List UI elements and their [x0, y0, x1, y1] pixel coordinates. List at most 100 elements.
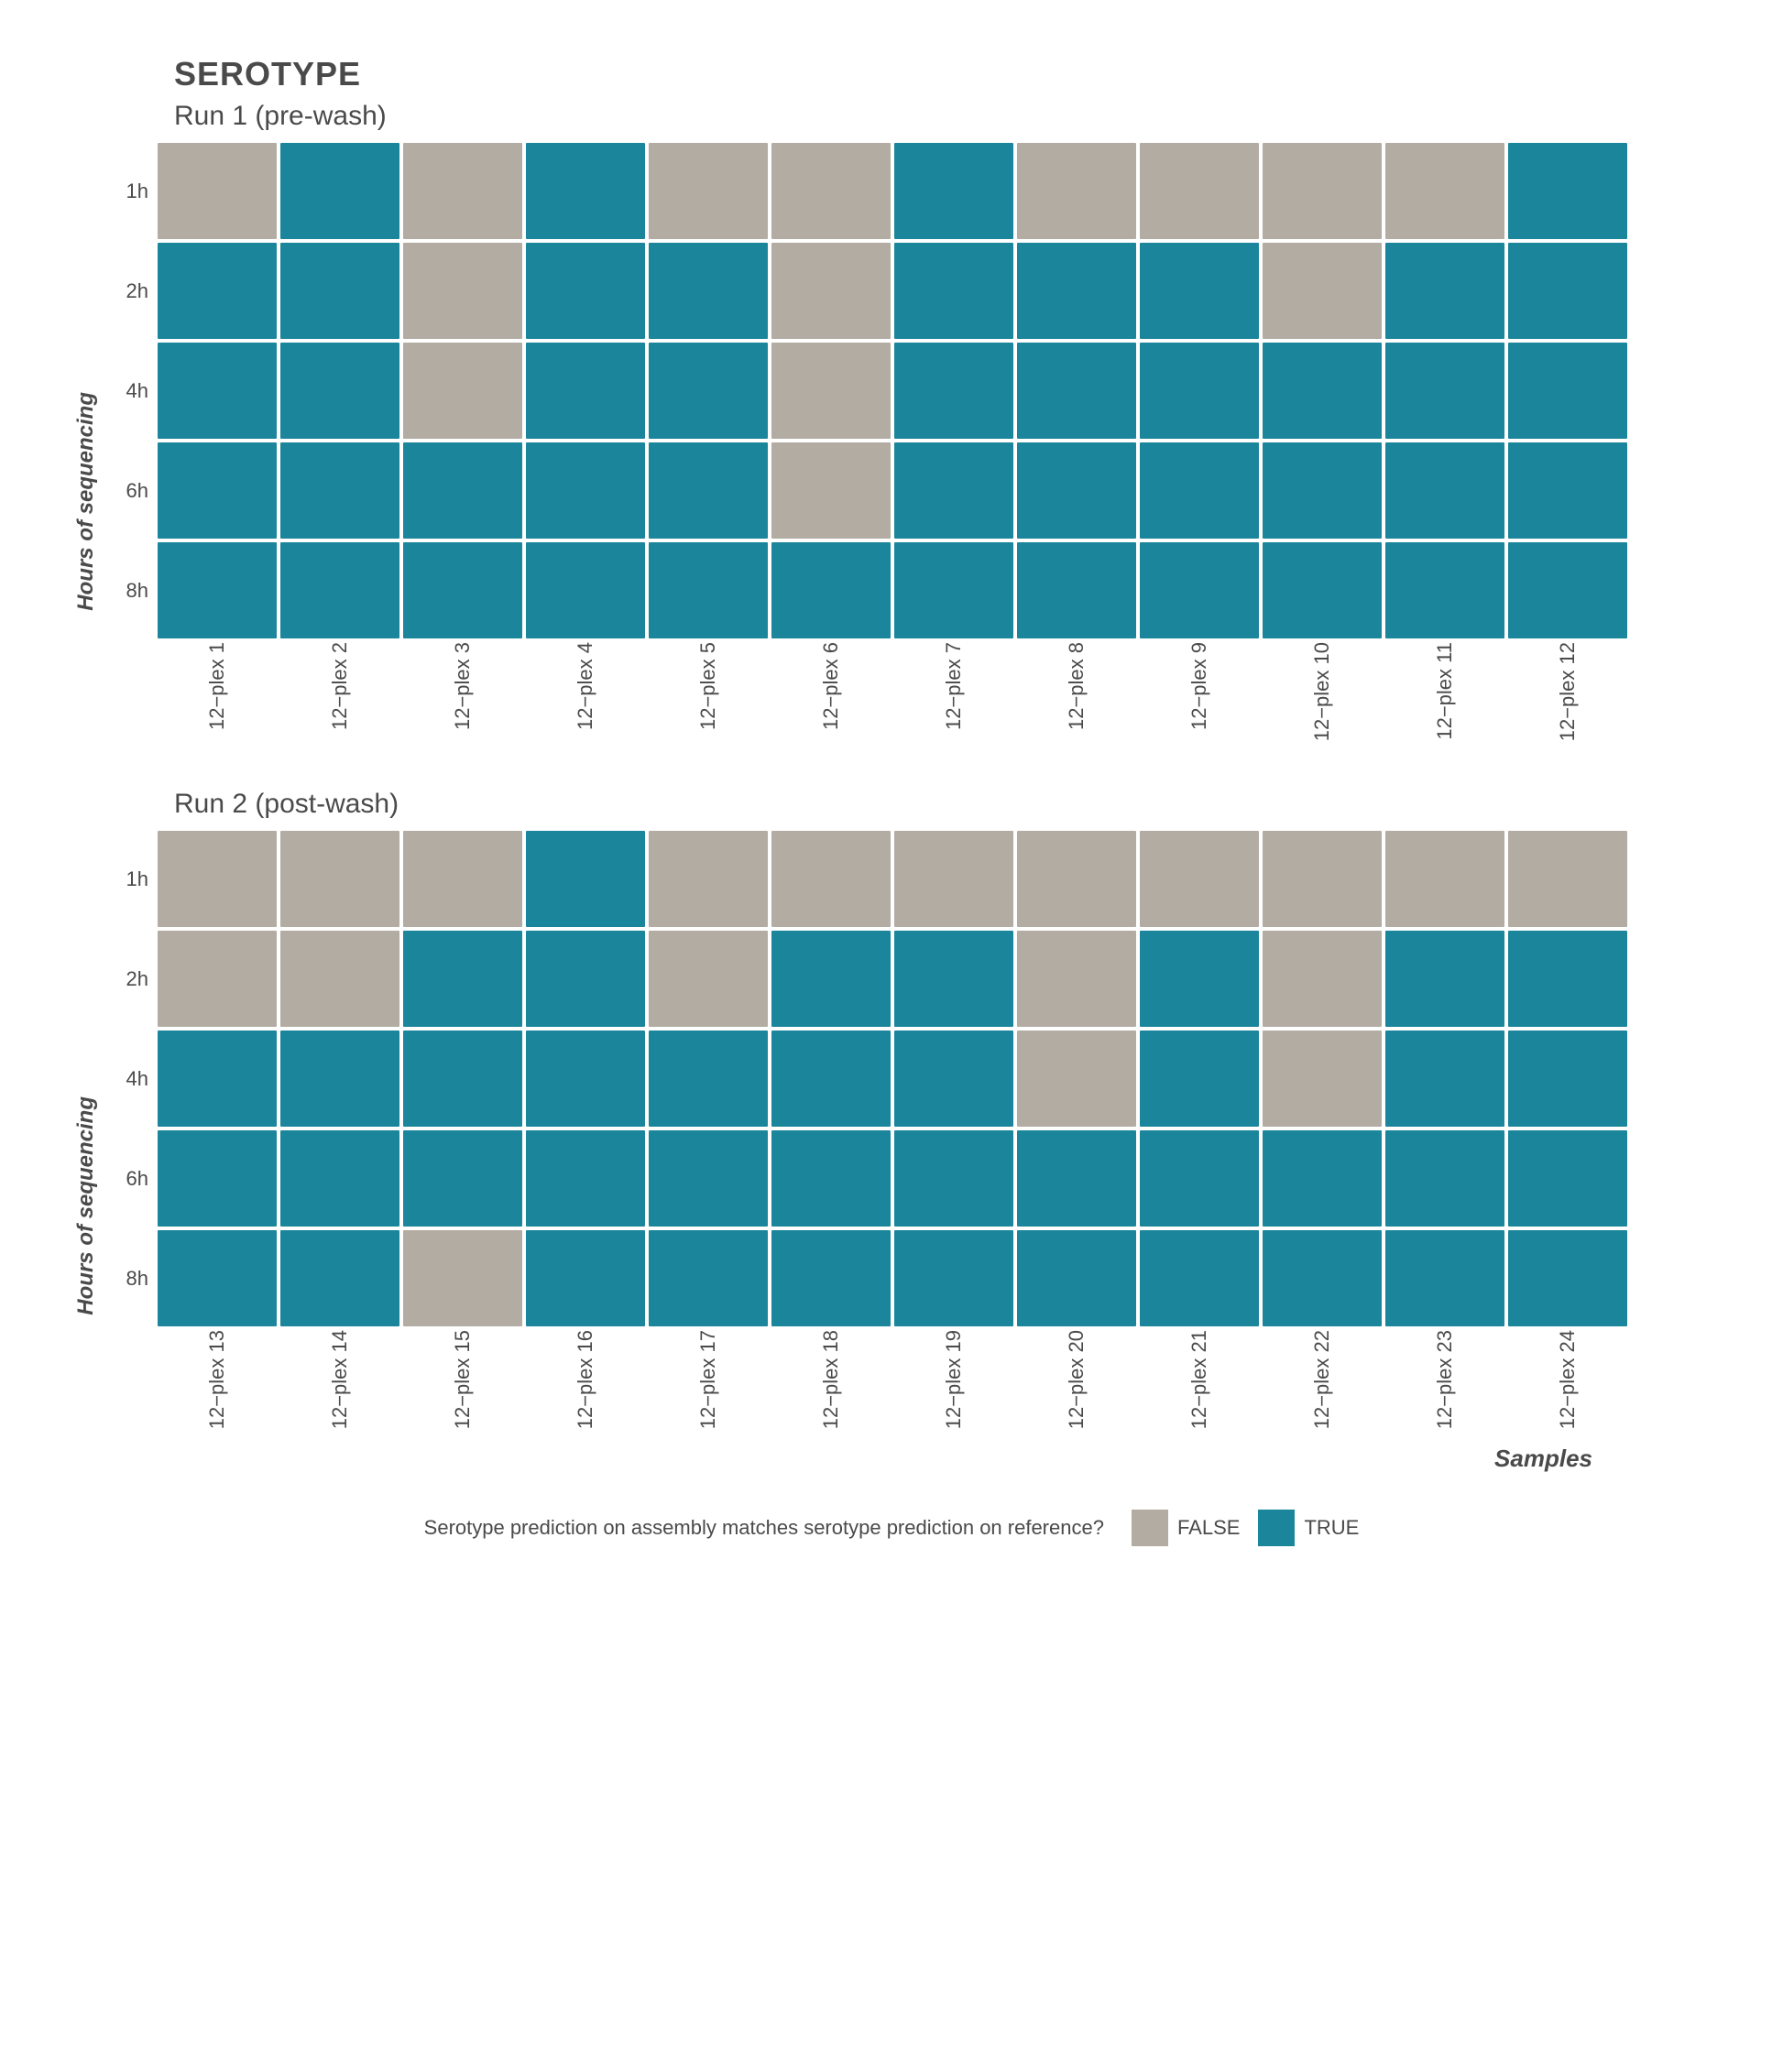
heatmap-cell [1017, 1031, 1136, 1127]
y-tick: 1h [104, 829, 148, 929]
heatmap-row [156, 1129, 1629, 1228]
heatmap-cell [894, 143, 1013, 239]
x-tick: 12−plex 5 [649, 642, 768, 750]
heatmap-cell [280, 343, 399, 439]
heatmap-cell [1385, 1130, 1504, 1227]
x-tick-label: 12−plex 23 [1433, 1330, 1457, 1438]
y-tick: 8h [104, 540, 148, 640]
heatmap-cell [1140, 542, 1259, 638]
x-tick-label: 12−plex 1 [205, 642, 229, 739]
heatmap-cell [771, 1031, 891, 1127]
panel-subtitle: Run 1 (pre-wash) [174, 101, 1710, 132]
heatmap-cell [526, 1130, 645, 1227]
heatmap-cell [403, 1031, 522, 1127]
x-tick: 12−plex 4 [526, 642, 645, 750]
x-tick-label: 12−plex 21 [1187, 1330, 1211, 1438]
heatmap-cell [1140, 1031, 1259, 1127]
heatmap-cell [526, 931, 645, 1027]
heatmap-cell [403, 1130, 522, 1227]
heatmap-cell [1508, 931, 1627, 1027]
legend-swatch-true [1258, 1510, 1295, 1546]
heatmap-cell [158, 931, 277, 1027]
heatmap-cell [403, 831, 522, 927]
x-tick: 12−plex 9 [1140, 642, 1259, 750]
heatmap-cell [649, 143, 768, 239]
heatmap-cell [280, 243, 399, 339]
heatmap-cell [280, 143, 399, 239]
x-tick-label: 12−plex 5 [696, 642, 720, 739]
heatmap-cell [1508, 243, 1627, 339]
heatmap-cell [1017, 931, 1136, 1027]
x-tick-label: 12−plex 15 [451, 1330, 475, 1438]
heatmap-cell [1385, 1230, 1504, 1326]
x-tick: 12−plex 21 [1140, 1330, 1259, 1438]
heatmap-cell [403, 442, 522, 539]
heatmap-panel: Run 2 (post-wash)Hours of sequencing1h2h… [73, 789, 1710, 1472]
x-tick-label: 12−plex 14 [328, 1330, 352, 1438]
heatmap-cell [1017, 343, 1136, 439]
heatmap-cell [894, 931, 1013, 1027]
y-axis-label: Hours of sequencing [73, 987, 99, 1315]
heatmap-cell [1017, 1230, 1136, 1326]
heatmap-row [156, 241, 1629, 341]
x-tick: 12−plex 2 [280, 642, 399, 750]
heatmap-row [156, 540, 1629, 640]
x-tick: 12−plex 23 [1385, 1330, 1504, 1438]
x-tick-label: 12−plex 22 [1310, 1330, 1334, 1438]
heatmap-cell [158, 542, 277, 638]
heatmap-cell [649, 931, 768, 1027]
heatmap-cell [1385, 831, 1504, 927]
heatmap-cell [771, 243, 891, 339]
heatmap-cell [158, 831, 277, 927]
x-tick: 12−plex 1 [158, 642, 277, 750]
heatmap-cell [1263, 542, 1382, 638]
x-tick: 12−plex 16 [526, 1330, 645, 1438]
heatmap-cell [1140, 1130, 1259, 1227]
y-tick: 1h [104, 141, 148, 241]
heatmap-cell [649, 343, 768, 439]
heatmap-cell [526, 442, 645, 539]
y-tick: 2h [104, 929, 148, 1029]
heatmap-cell [1263, 343, 1382, 439]
x-tick: 12−plex 7 [894, 642, 1013, 750]
x-tick-label: 12−plex 11 [1433, 642, 1457, 749]
heatmap-cell [280, 931, 399, 1027]
heatmap-cell [771, 343, 891, 439]
x-tick: 12−plex 18 [771, 1330, 891, 1438]
heatmap-row [156, 1029, 1629, 1129]
heatmap-cell [1263, 1230, 1382, 1326]
heatmap-cell [1263, 931, 1382, 1027]
grid-column: 12−plex 112−plex 212−plex 312−plex 412−p… [156, 141, 1629, 752]
heatmap-cell [1017, 831, 1136, 927]
y-axis-label: Hours of sequencing [73, 282, 99, 611]
x-tick: 12−plex 12 [1508, 642, 1627, 750]
heatmap-cell [158, 442, 277, 539]
chart-wrap: Hours of sequencing1h2h4h6h8h12−plex 112… [73, 141, 1710, 752]
heatmap-cell [771, 1130, 891, 1227]
x-tick: 12−plex 20 [1017, 1330, 1136, 1438]
x-tick: 12−plex 11 [1385, 642, 1504, 750]
heatmap-cell [1263, 831, 1382, 927]
heatmap-cell [771, 442, 891, 539]
legend: Serotype prediction on assembly matches … [73, 1510, 1710, 1546]
heatmap-cell [894, 831, 1013, 927]
y-tick: 8h [104, 1228, 148, 1328]
heatmap-cell [1508, 1130, 1627, 1227]
x-tick-label: 12−plex 19 [942, 1330, 966, 1438]
x-tick-label: 12−plex 6 [819, 642, 843, 739]
x-tick-label: 12−plex 7 [942, 642, 966, 739]
heatmap-cell [526, 243, 645, 339]
heatmap-cell [1385, 542, 1504, 638]
y-tick: 4h [104, 341, 148, 441]
x-tick-label: 12−plex 13 [205, 1330, 229, 1438]
heatmap-row [156, 929, 1629, 1029]
y-tick: 6h [104, 441, 148, 540]
heatmap-cell [1263, 442, 1382, 539]
heatmap-cell [1508, 542, 1627, 638]
heatmap-grid [156, 141, 1629, 640]
heatmap-cell [894, 542, 1013, 638]
heatmap-cell [1140, 243, 1259, 339]
heatmap-cell [894, 1230, 1013, 1326]
heatmap-cell [1385, 442, 1504, 539]
heatmap-row [156, 1228, 1629, 1328]
